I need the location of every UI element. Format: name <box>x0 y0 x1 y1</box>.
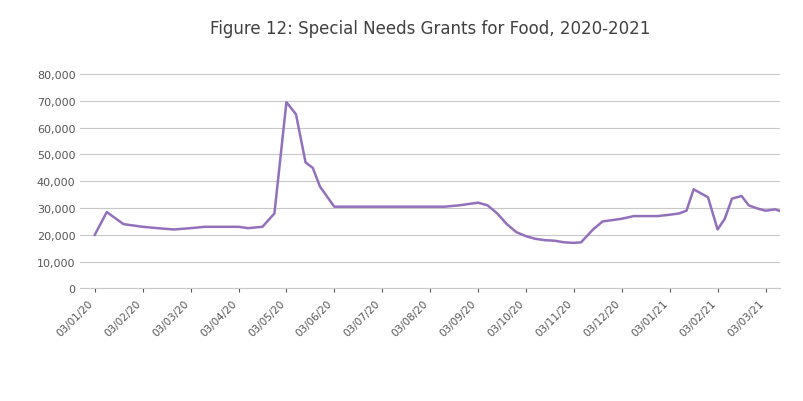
Title: Figure 12: Special Needs Grants for Food, 2020-2021: Figure 12: Special Needs Grants for Food… <box>210 20 650 38</box>
